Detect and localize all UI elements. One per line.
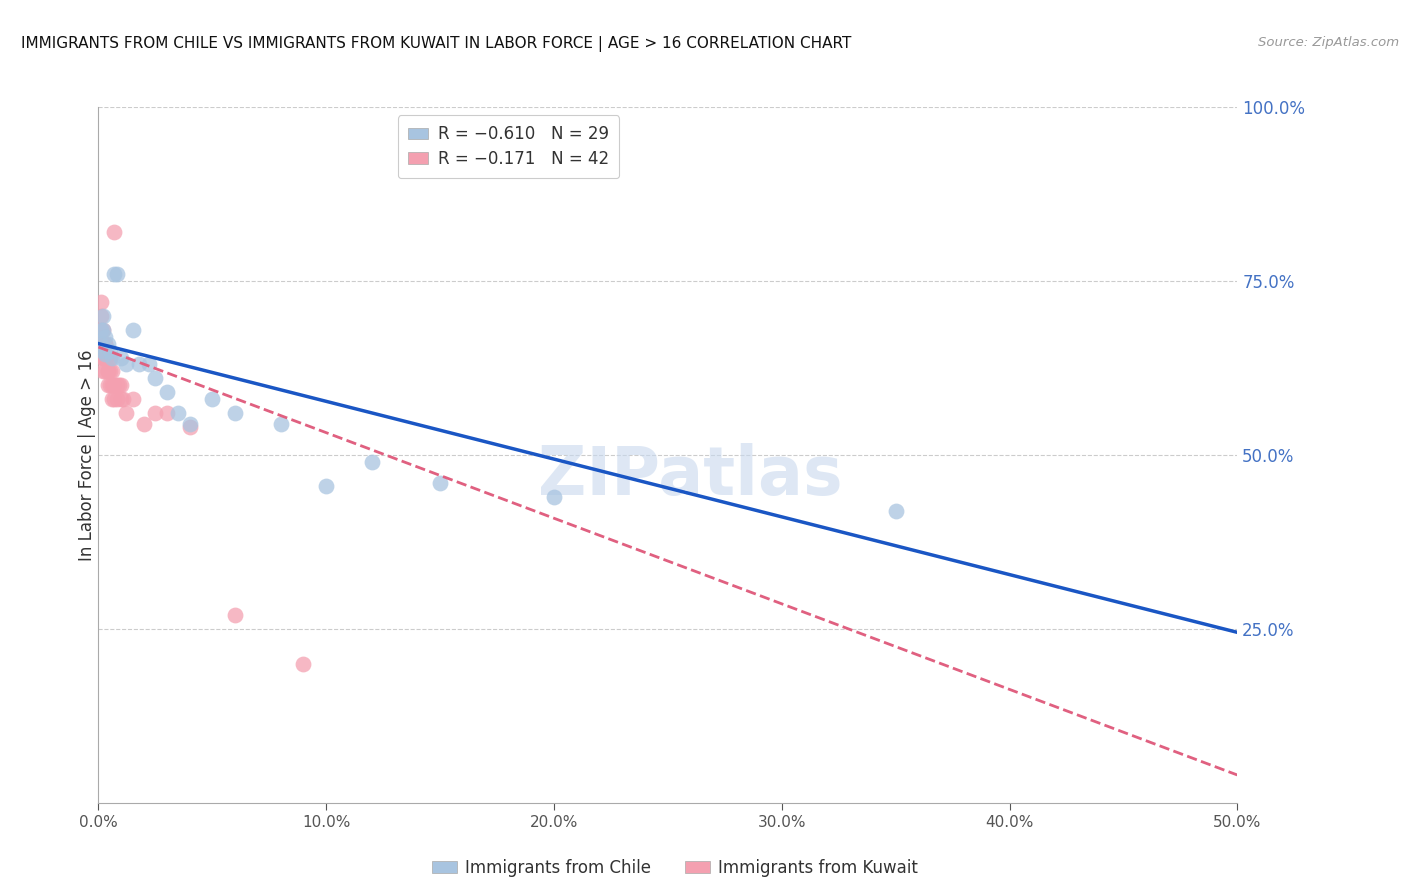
Point — [98, 378, 121, 392]
Point — [543, 490, 565, 504]
Point — [103, 378, 125, 392]
Point — [103, 392, 125, 407]
Point — [94, 351, 117, 365]
Point — [105, 392, 128, 407]
Point — [98, 351, 121, 365]
Text: ZIPatlas: ZIPatlas — [538, 442, 844, 508]
Legend: R = −0.610   N = 29, R = −0.171   N = 42: R = −0.610 N = 29, R = −0.171 N = 42 — [398, 115, 619, 178]
Point — [94, 351, 117, 365]
Point — [179, 420, 201, 434]
Point — [145, 371, 167, 385]
Point — [98, 364, 121, 378]
Point — [121, 392, 143, 407]
Point — [98, 351, 121, 365]
Point — [224, 607, 246, 622]
Point — [91, 351, 114, 365]
Point — [101, 364, 124, 378]
Point — [96, 336, 118, 351]
Point — [101, 392, 124, 407]
Point — [128, 358, 150, 372]
Point — [145, 406, 167, 420]
Point — [94, 364, 117, 378]
Legend: Immigrants from Chile, Immigrants from Kuwait: Immigrants from Chile, Immigrants from K… — [425, 853, 925, 884]
Point — [105, 378, 128, 392]
Point — [105, 267, 128, 281]
Point — [91, 336, 114, 351]
Point — [91, 364, 114, 378]
Point — [360, 455, 382, 469]
Point — [112, 392, 135, 407]
Point — [90, 336, 112, 351]
Point — [121, 323, 143, 337]
Text: Source: ZipAtlas.com: Source: ZipAtlas.com — [1258, 36, 1399, 49]
Point — [90, 294, 112, 309]
Point — [91, 309, 114, 323]
Point — [110, 378, 132, 392]
Point — [201, 392, 224, 407]
Point — [156, 406, 179, 420]
Point — [90, 309, 112, 323]
Point — [90, 336, 112, 351]
Point — [91, 323, 114, 337]
Point — [96, 364, 118, 378]
Point — [94, 347, 117, 361]
Point — [101, 378, 124, 392]
Point — [90, 323, 112, 337]
Point — [156, 385, 179, 400]
Point — [94, 336, 117, 351]
Point — [292, 657, 315, 671]
Point — [96, 351, 118, 365]
Point — [90, 323, 112, 337]
Point — [429, 475, 451, 490]
Point — [103, 267, 125, 281]
Point — [270, 417, 292, 431]
Point — [179, 417, 201, 431]
Point — [315, 479, 337, 493]
Text: IMMIGRANTS FROM CHILE VS IMMIGRANTS FROM KUWAIT IN LABOR FORCE | AGE > 16 CORREL: IMMIGRANTS FROM CHILE VS IMMIGRANTS FROM… — [21, 36, 852, 52]
Point — [94, 329, 117, 343]
Point — [110, 351, 132, 365]
Point — [138, 358, 160, 372]
Point — [108, 378, 131, 392]
Point — [114, 358, 136, 372]
Point — [114, 406, 136, 420]
Y-axis label: In Labor Force | Age > 16: In Labor Force | Age > 16 — [79, 349, 96, 561]
Point — [91, 351, 114, 365]
Point — [884, 503, 907, 517]
Point — [110, 392, 132, 407]
Point — [91, 323, 114, 337]
Point — [167, 406, 190, 420]
Point — [103, 225, 125, 239]
Point — [132, 417, 155, 431]
Point — [96, 378, 118, 392]
Point — [91, 343, 114, 358]
Point — [98, 343, 121, 358]
Point — [94, 336, 117, 351]
Point — [101, 351, 124, 365]
Point — [96, 364, 118, 378]
Point — [224, 406, 246, 420]
